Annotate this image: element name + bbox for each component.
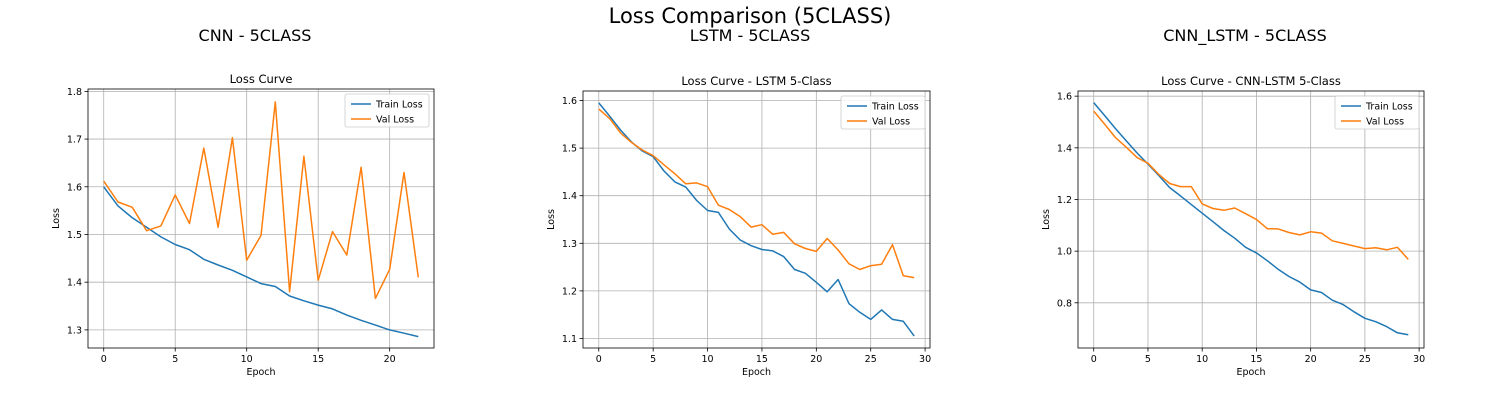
chart-title: Loss Curve - CNN-LSTM 5-Class bbox=[1161, 74, 1341, 88]
y-tick-label: 1.7 bbox=[67, 135, 82, 146]
y-tick-label: 1.2 bbox=[562, 286, 577, 297]
x-tick-label: 15 bbox=[756, 354, 768, 365]
x-tick-label: 25 bbox=[865, 354, 877, 365]
series-line-val bbox=[1093, 110, 1409, 260]
y-axis-label: Loss bbox=[51, 208, 62, 229]
figure-title: Loss Comparison (5CLASS) bbox=[608, 4, 892, 28]
y-tick-label: 1.8 bbox=[67, 87, 82, 98]
series-line-val bbox=[598, 108, 915, 279]
y-tick-label: 1.6 bbox=[67, 182, 82, 193]
x-tick-label: 10 bbox=[241, 354, 253, 365]
x-tick-label: 0 bbox=[1091, 354, 1097, 365]
x-tick-label: 15 bbox=[312, 354, 324, 365]
x-axis-label: Epoch bbox=[246, 367, 275, 378]
panel-title-lstm: LSTM - 5CLASS bbox=[689, 26, 811, 45]
plot-frame bbox=[582, 90, 931, 349]
y-tick-label: 1.3 bbox=[562, 239, 577, 250]
x-tick-label: 20 bbox=[1305, 354, 1317, 365]
x-tick-label: 15 bbox=[1250, 354, 1262, 365]
y-axis-label: Loss bbox=[546, 209, 557, 230]
chart-title: Loss Curve bbox=[230, 72, 293, 86]
legend-label-val: Val Loss bbox=[872, 117, 910, 128]
series-line-val bbox=[103, 101, 420, 300]
chart-title: Loss Curve - LSTM 5-Class bbox=[681, 74, 831, 88]
y-tick-label: 1.4 bbox=[562, 191, 577, 202]
y-tick-label: 0.8 bbox=[1057, 298, 1072, 309]
x-tick-label: 20 bbox=[810, 354, 822, 365]
x-tick-label: 0 bbox=[101, 354, 107, 365]
x-tick-label: 20 bbox=[384, 354, 396, 365]
x-tick-label: 0 bbox=[596, 354, 602, 365]
legend-label-val: Val Loss bbox=[1366, 117, 1404, 128]
x-tick-label: 5 bbox=[1145, 354, 1151, 365]
legend-label-val: Val Loss bbox=[376, 115, 414, 126]
x-tick-label: 30 bbox=[919, 354, 931, 365]
panel-title-cnn: CNN - 5CLASS bbox=[198, 26, 312, 45]
legend-label-train: Train Loss bbox=[871, 102, 919, 113]
x-tick-label: 10 bbox=[702, 354, 714, 365]
series-line-train bbox=[103, 186, 419, 338]
y-tick-label: 1.3 bbox=[67, 325, 82, 336]
x-tick-label: 5 bbox=[172, 354, 178, 365]
y-tick-label: 1.0 bbox=[1057, 247, 1072, 258]
y-tick-label: 1.6 bbox=[1057, 92, 1072, 103]
x-tick-label: 10 bbox=[1196, 354, 1208, 365]
x-tick-label: 30 bbox=[1413, 354, 1425, 365]
x-tick-label: 25 bbox=[1359, 354, 1371, 365]
y-tick-label: 1.4 bbox=[67, 278, 82, 289]
y-tick-label: 1.2 bbox=[1057, 195, 1072, 206]
y-tick-label: 1.4 bbox=[1057, 143, 1072, 154]
legend-label-train: Train Loss bbox=[1365, 102, 1413, 113]
plot-frame bbox=[1077, 90, 1425, 349]
y-tick-label: 1.6 bbox=[562, 96, 577, 107]
legend-label-train: Train Loss bbox=[375, 100, 423, 111]
y-axis-label: Loss bbox=[1041, 209, 1052, 230]
y-tick-label: 1.5 bbox=[562, 144, 577, 155]
plot-frame bbox=[87, 88, 435, 349]
x-axis-label: Epoch bbox=[742, 367, 771, 378]
x-axis-label: Epoch bbox=[1236, 367, 1265, 378]
x-tick-label: 5 bbox=[650, 354, 656, 365]
panel-title-cnn-lstm: CNN_LSTM - 5CLASS bbox=[1163, 26, 1327, 45]
series-line-train bbox=[1093, 102, 1409, 336]
series-line-train bbox=[598, 102, 915, 337]
y-tick-label: 1.5 bbox=[67, 230, 82, 241]
y-tick-label: 1.1 bbox=[562, 334, 577, 345]
